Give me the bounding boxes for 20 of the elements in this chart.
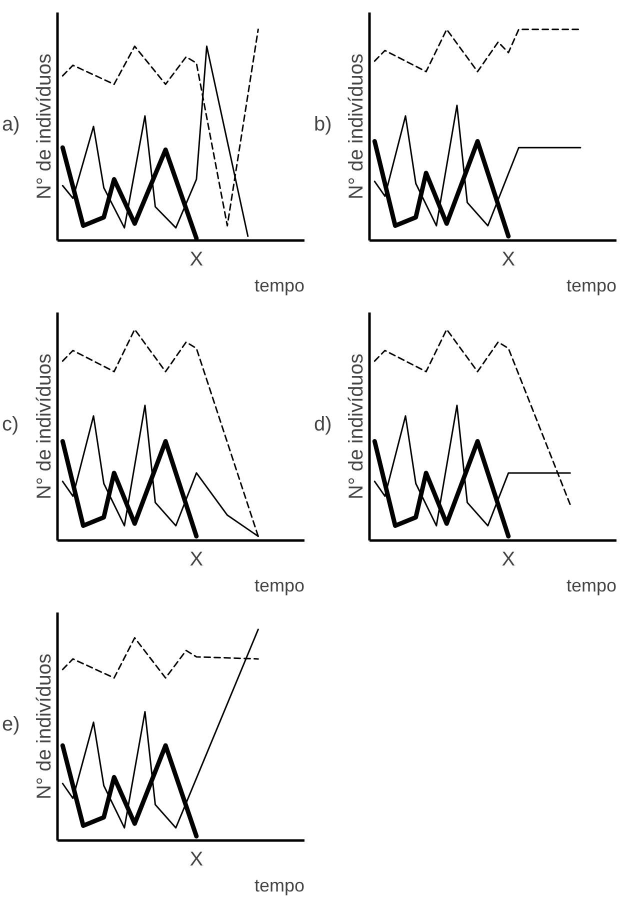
text: X (190, 848, 204, 870)
y-axis-title: N° de indivíduos (34, 354, 56, 500)
x-axis-title: tempo (254, 276, 305, 296)
text: a) (2, 113, 20, 136)
y-axis-title: N° de indivíduos (34, 654, 56, 800)
text: X (190, 248, 204, 270)
text: e) (2, 713, 20, 736)
y-axis-title: N° de indivíduos (346, 54, 368, 200)
text: X (190, 548, 204, 570)
text: X (502, 548, 516, 570)
x-axis-title: tempo (254, 576, 305, 596)
text: b) (314, 113, 332, 136)
x-axis-title: tempo (566, 576, 617, 596)
y-axis-title: N° de indivíduos (34, 54, 56, 200)
text: c) (2, 413, 19, 436)
y-axis-title: N° de indivíduos (346, 354, 368, 500)
text: d) (314, 413, 332, 436)
text: X (502, 248, 516, 270)
x-axis-title: tempo (254, 876, 305, 896)
x-axis-title: tempo (566, 276, 617, 296)
